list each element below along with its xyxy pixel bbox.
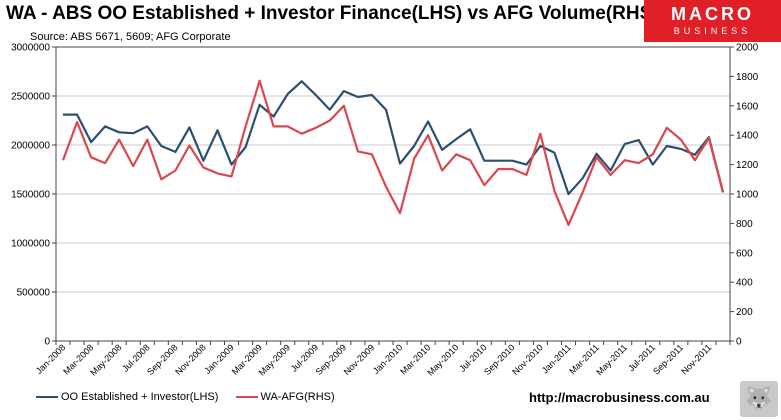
right-tick-label-2: 400 bbox=[736, 278, 753, 289]
logo-line1: MACRO bbox=[671, 4, 754, 24]
right-tick-label-8: 1600 bbox=[736, 101, 759, 112]
right-tick-label-5: 1000 bbox=[736, 190, 759, 201]
x-tick-label-11: Nov-2009 bbox=[342, 342, 377, 377]
right-tick-label-7: 1400 bbox=[736, 131, 759, 142]
left-tick-label-1: 500000 bbox=[17, 288, 51, 299]
wolf-logo-icon: 🐺 bbox=[740, 381, 778, 417]
left-axis: 0 500000 1000000 1500000 2000000 2500000 30000… bbox=[11, 43, 56, 348]
left-tick-label-4: 2000000 bbox=[11, 141, 50, 152]
macro-business-logo: MACRO BUSINESS bbox=[644, 0, 781, 42]
series-line-1 bbox=[61, 79, 725, 226]
right-tick-label-10: 2000 bbox=[736, 43, 759, 54]
x-tick-label-17: Nov-2010 bbox=[510, 342, 545, 377]
legend-item-oo: OO Established + Investor(LHS) bbox=[36, 391, 218, 403]
legend-swatch-afg bbox=[235, 396, 258, 399]
legend-item-afg: WA-AFG(RHS) bbox=[235, 391, 335, 403]
left-tick-label-2: 1000000 bbox=[11, 239, 50, 250]
x-axis: Jan-2008Mar-2008May-2008Jul-2008Sep-2008… bbox=[34, 341, 731, 378]
right-tick-label-1: 200 bbox=[736, 307, 753, 318]
right-tick-label-4: 800 bbox=[736, 219, 753, 230]
series-line-0 bbox=[63, 80, 725, 196]
left-tick-label-0: 0 bbox=[44, 337, 50, 348]
x-tick-label-23: Nov-2011 bbox=[679, 342, 713, 376]
legend-swatch-oo bbox=[36, 396, 58, 399]
series-layer bbox=[61, 79, 725, 226]
right-tick-label-3: 600 bbox=[736, 248, 753, 259]
website-url[interactable]: http://macrobusiness.com.au bbox=[529, 390, 710, 405]
legend: OO Established + Investor(LHS) WA-AFG(RH… bbox=[36, 391, 349, 403]
chart-title: WA - ABS OO Established + Investor Finan… bbox=[6, 3, 659, 24]
x-tick-label-20: May-2011 bbox=[594, 342, 629, 377]
right-axis: 0 200 400 600 800 1000 1200 1400 1600 1800 2000 bbox=[730, 43, 759, 348]
logo-line2: BUSINESS bbox=[673, 26, 752, 36]
legend-label-oo: OO Established + Investor(LHS) bbox=[61, 391, 219, 403]
left-tick-label-6: 3000000 bbox=[11, 43, 50, 54]
x-tick-label-5: Nov-2008 bbox=[173, 342, 208, 377]
right-tick-label-6: 1200 bbox=[736, 160, 759, 171]
left-tick-label-3: 1500000 bbox=[11, 190, 50, 201]
gridlines bbox=[56, 46, 730, 342]
legend-label-afg: WA-AFG(RHS) bbox=[260, 391, 335, 403]
left-tick-label-5: 2500000 bbox=[11, 92, 50, 103]
right-tick-label-9: 1800 bbox=[736, 72, 759, 83]
right-tick-label-0: 0 bbox=[736, 337, 742, 348]
chart-source: Source: ABS 5671, 5609; AFG Corporate bbox=[30, 31, 231, 43]
